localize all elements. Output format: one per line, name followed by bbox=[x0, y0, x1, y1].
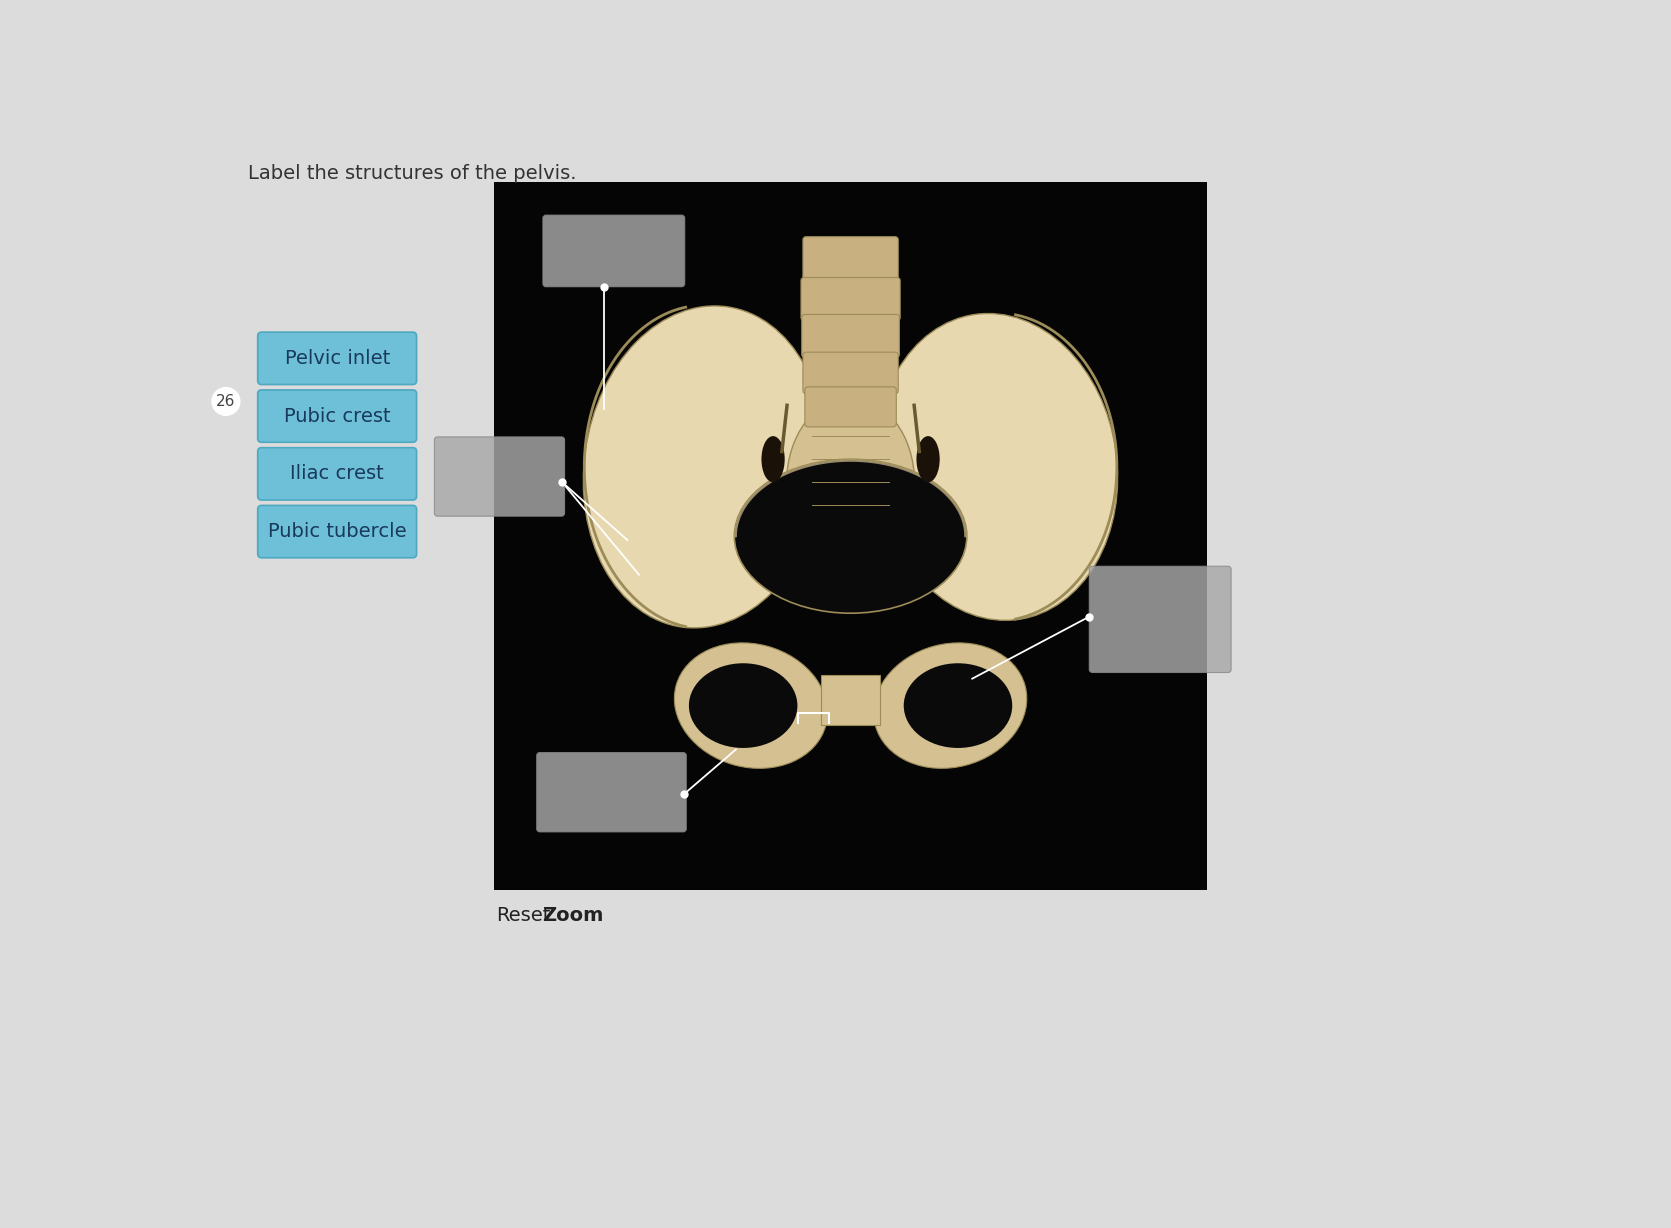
Bar bbox=[495, 182, 1206, 890]
FancyBboxPatch shape bbox=[543, 215, 685, 286]
Ellipse shape bbox=[688, 663, 797, 748]
Ellipse shape bbox=[827, 551, 874, 613]
FancyBboxPatch shape bbox=[802, 352, 899, 394]
Ellipse shape bbox=[876, 313, 1118, 620]
FancyBboxPatch shape bbox=[257, 391, 416, 442]
FancyBboxPatch shape bbox=[257, 506, 416, 558]
Ellipse shape bbox=[675, 643, 827, 769]
Text: 26: 26 bbox=[216, 394, 236, 409]
FancyBboxPatch shape bbox=[257, 332, 416, 384]
Ellipse shape bbox=[874, 643, 1026, 769]
Text: Iliac crest: Iliac crest bbox=[291, 464, 384, 484]
FancyBboxPatch shape bbox=[257, 448, 416, 500]
Text: Pelvic inlet: Pelvic inlet bbox=[284, 349, 389, 368]
FancyBboxPatch shape bbox=[536, 753, 687, 831]
Text: Reset: Reset bbox=[496, 906, 550, 925]
Ellipse shape bbox=[734, 459, 968, 613]
Ellipse shape bbox=[787, 398, 914, 567]
FancyBboxPatch shape bbox=[800, 278, 901, 321]
Text: Pubic tubercle: Pubic tubercle bbox=[267, 522, 406, 542]
FancyBboxPatch shape bbox=[1089, 566, 1232, 673]
Text: Label the structures of the pelvis.: Label the structures of the pelvis. bbox=[247, 165, 576, 183]
Text: Pubic crest: Pubic crest bbox=[284, 406, 391, 426]
FancyBboxPatch shape bbox=[802, 314, 899, 357]
Ellipse shape bbox=[583, 306, 825, 628]
Ellipse shape bbox=[904, 663, 1013, 748]
Circle shape bbox=[212, 388, 241, 415]
FancyBboxPatch shape bbox=[802, 237, 899, 281]
FancyBboxPatch shape bbox=[434, 437, 565, 516]
Text: Zoom: Zoom bbox=[541, 906, 603, 925]
Ellipse shape bbox=[916, 436, 939, 483]
Bar bbox=[820, 675, 881, 725]
FancyBboxPatch shape bbox=[805, 387, 896, 427]
Ellipse shape bbox=[762, 436, 785, 483]
